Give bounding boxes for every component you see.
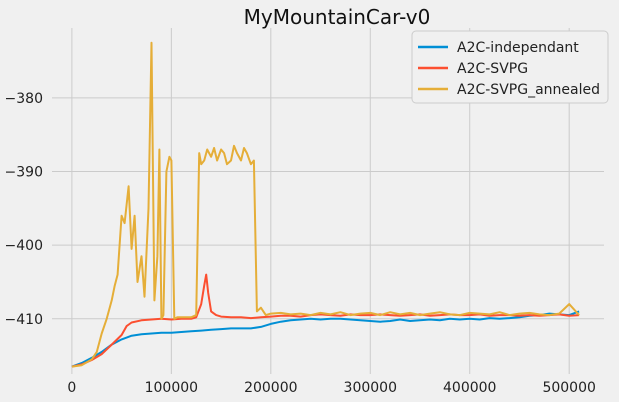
series-group: [71, 41, 580, 368]
y-tick-label: −410: [5, 312, 43, 328]
tick-labels: 0 100000 200000 300000 400000 500000 −410 −400 −…: [5, 91, 596, 396]
x-tick-label: 400000: [443, 380, 496, 396]
x-tick-label: 300000: [344, 380, 397, 396]
y-tick-label: −390: [5, 165, 43, 181]
legend-label-a2c-svpg: A2C-SVPG: [457, 61, 528, 77]
legend-box: [411, 30, 609, 104]
y-tick-label: −400: [5, 238, 43, 254]
series-line-a2c-svpg-annealed: [71, 41, 580, 368]
legend: A2C-independant A2C-SVPG A2C-SVPG_anneal…: [411, 30, 609, 104]
x-tick-label: 500000: [542, 380, 595, 396]
series-line-a2c-independant: [71, 310, 580, 368]
chart-title: MyMountainCar-v0: [244, 5, 431, 29]
x-tick-label: 200000: [244, 380, 297, 396]
series-line-a2c-svpg: [71, 273, 580, 368]
y-tick-label: −380: [5, 91, 43, 107]
legend-label-a2c-independant: A2C-independant: [457, 40, 579, 56]
x-tick-label: 100000: [145, 380, 198, 396]
legend-label-a2c-svpg-annealed: A2C-SVPG_annealed: [457, 82, 600, 98]
x-tick-label: 0: [67, 380, 76, 396]
